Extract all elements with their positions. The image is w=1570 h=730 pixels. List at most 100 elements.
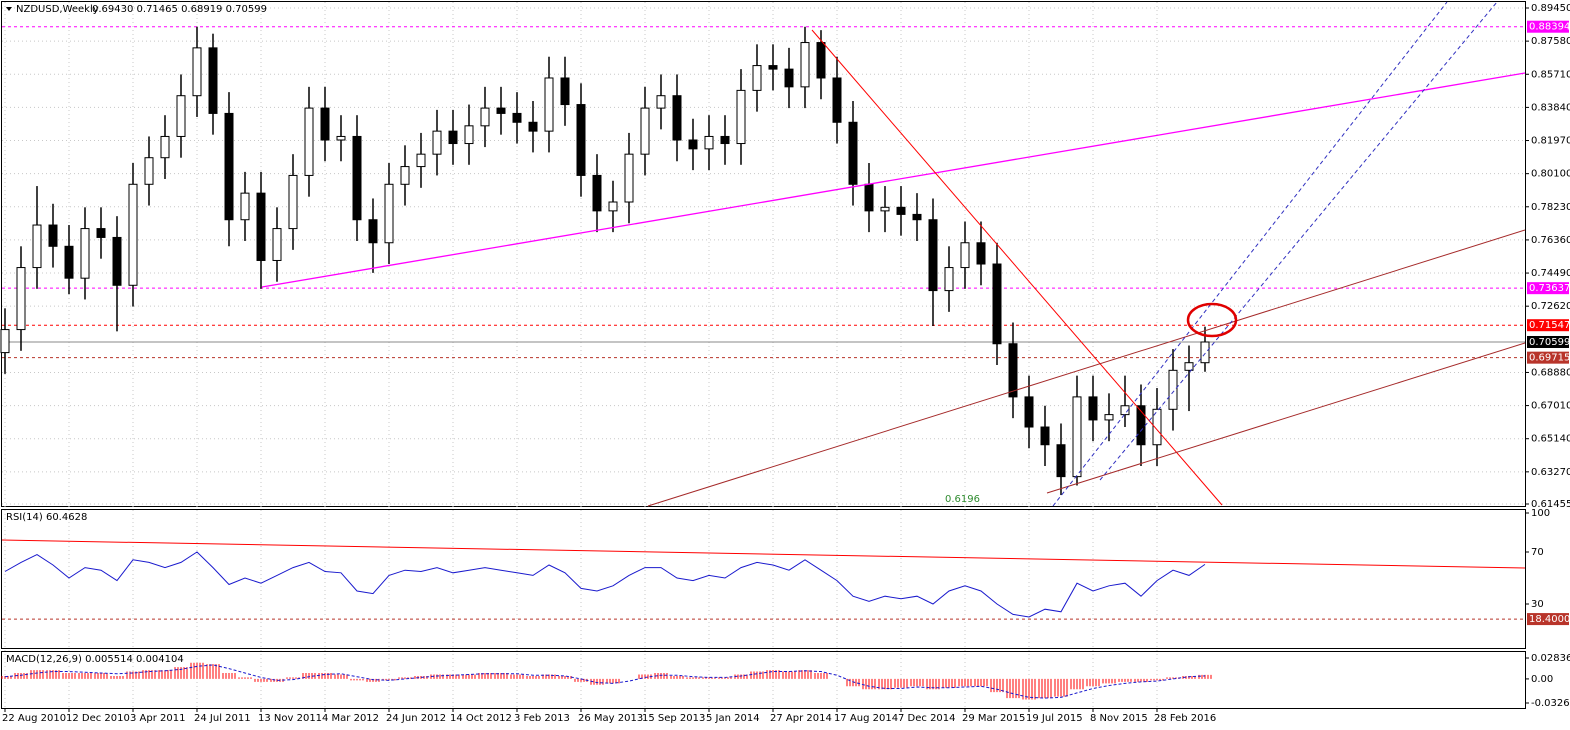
candle-body [512,112,522,123]
x-tick-label: 24 Jun 2012 [386,713,446,724]
candle-body [336,135,346,141]
candle-body [544,77,554,132]
candle-body [1120,405,1130,416]
y-tick-label: 100 [1531,508,1550,519]
candle-body [1008,343,1018,398]
candle-body [560,77,570,106]
candle-body [832,77,842,123]
candle-body [672,95,682,141]
candle-body [272,228,282,261]
candle-body [1088,396,1098,421]
x-tick-label: 27 Apr 2014 [770,713,832,724]
x-tick-label: 22 Aug 2010 [2,713,66,724]
y-tick-label: -0.032679 [1531,698,1570,709]
candle-body [688,139,698,150]
candle-body [848,121,858,185]
y-tick-label: 0.61455 [1531,499,1570,510]
candle-body [720,135,730,145]
y-tick-label: 0.74490 [1531,268,1570,279]
annotation: 0.6196 [945,494,980,505]
candle-body [768,65,778,70]
candle-body [624,153,634,203]
candle-body [288,174,298,230]
trend-line [811,29,1223,506]
candle-body [48,224,58,247]
macd-signal [4,664,1206,699]
x-tick-label: 17 Aug 2014 [834,713,898,724]
level-label: 0.88394 [1529,22,1570,33]
trend-line [261,72,1526,288]
candle-body [864,183,874,212]
candle-body [1200,341,1210,364]
level-label: 18.4000 [1529,614,1570,625]
candle-body [352,135,362,221]
y-tick-label: 0.83840 [1531,102,1570,113]
x-tick-label: 14 Oct 2012 [450,713,512,724]
candle-body [144,157,154,185]
x-tick-label: 24 Jul 2011 [194,713,251,724]
candle-body [64,245,74,279]
candle-body [176,95,186,137]
y-tick-label: 0.76360 [1531,235,1570,246]
candle-body [736,89,746,145]
candle-body [192,47,202,97]
candle-body [496,107,506,114]
candle-body [1040,426,1050,446]
level-label: 0.71547 [1529,320,1570,331]
candle-body [384,183,394,244]
y-tick-label: 0.80100 [1531,169,1570,180]
candle-body [1024,396,1034,428]
candle-body [944,267,954,292]
level-label: 0.73637 [1529,283,1570,294]
rsi-panel [1,509,1526,649]
channel-line [647,229,1526,507]
x-tick-label: 29 Mar 2015 [962,713,1025,724]
x-tick-label: 13 Nov 2011 [258,713,322,724]
candle-body [208,47,218,114]
chart-title: NZDUSD,Weekly [16,4,99,15]
candle-body [1152,408,1162,446]
x-tick-label: 8 Nov 2015 [1090,713,1148,724]
candle-body [400,166,410,185]
level-label: 0.69715 [1529,353,1570,364]
rsi-line [4,551,1206,618]
channel-line [1052,1,1448,507]
menu-arrow [6,7,12,11]
y-tick-label: 0.81970 [1531,136,1570,147]
candle-body [752,65,762,91]
candle-body [992,263,1002,345]
y-tick-label: 0.63270 [1531,467,1570,478]
level-label-box [1527,351,1569,364]
x-tick-label: 15 Sep 2013 [642,713,705,724]
candle-body [464,125,474,145]
candle-body [224,112,234,221]
y-tick-label: 0.78230 [1531,202,1570,213]
candle-body [320,107,330,141]
candle-body [784,68,794,88]
y-tick-label: 70 [1531,547,1544,558]
level-label-box [1527,20,1569,33]
level-label-box [1527,613,1569,626]
candle-body [1104,414,1114,421]
candle-body [96,228,106,238]
candle-body [240,192,250,221]
candle-body [928,219,938,292]
candle-body [0,329,10,354]
candle-body [1056,444,1066,478]
candle-body [128,183,138,286]
y-tick-label: 0.67010 [1531,401,1570,412]
candle-body [304,107,314,176]
y-tick-label: 0.72620 [1531,301,1570,312]
candle-body [112,236,122,286]
macd-panel [1,651,1526,709]
candle-body [976,242,986,265]
drawings [1,1,1526,569]
level-label-box [1527,319,1569,332]
x-tick-label: 3 Apr 2011 [130,713,185,724]
candle-body [528,121,538,132]
candle-body [896,206,906,215]
candle-body [160,135,170,159]
candle-body [16,267,26,331]
marks [0,26,1212,700]
